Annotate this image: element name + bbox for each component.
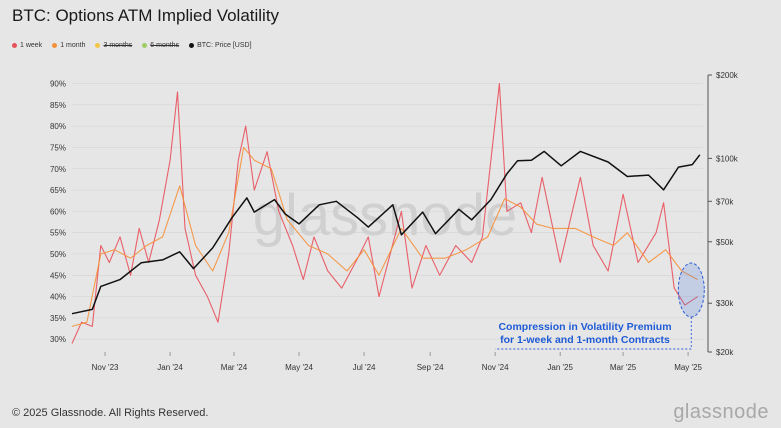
y-tick-label-left: 80% (50, 122, 66, 131)
y-tick-label-left: 45% (50, 271, 66, 280)
series-line-1-month (71, 146, 698, 327)
legend-dot-icon (142, 43, 148, 48)
legend-item-6-months[interactable]: 6 months (142, 42, 179, 49)
legend-label: 1 month (60, 42, 86, 49)
x-tick-label: Jan '25 (547, 363, 573, 372)
legend-item-btc-price[interactable]: BTC: Price [USD] (189, 42, 252, 49)
y-tick-label-left: 55% (50, 229, 66, 238)
legend-dot-icon (52, 43, 58, 48)
watermark: glassnode (253, 183, 517, 248)
x-tick-label: Nov '24 (482, 363, 509, 372)
y-tick-label-right: $100k (716, 154, 739, 163)
y-tick-label-right: $20k (716, 348, 734, 357)
x-tick-label: Jan '24 (157, 363, 183, 372)
y-tick-label-left: 35% (50, 314, 66, 323)
y-tick-label-left: 30% (50, 335, 66, 344)
legend-label: 6 months (150, 42, 180, 49)
legend-dot-icon (12, 43, 17, 48)
y-tick-label-right: $70k (716, 197, 734, 206)
legend-item-1-week[interactable]: 1 week (12, 42, 42, 49)
x-tick-label: Nov '23 (92, 363, 119, 372)
x-tick-label: Mar '25 (610, 363, 637, 372)
annotation-text: for 1-week and 1-month Contracts (500, 334, 670, 346)
y-tick-label-right: $50k (716, 238, 734, 247)
legend-label: 3 months (103, 42, 133, 49)
y-tick-label-left: 70% (50, 165, 66, 174)
y-tick-label-right: $200k (716, 71, 739, 80)
annotation-leader (495, 317, 692, 350)
series-line-1-week (71, 82, 699, 344)
legend-dot-icon (189, 43, 195, 48)
x-tick-label: Jul '24 (353, 363, 376, 372)
y-tick-label-left: 40% (50, 293, 66, 302)
chart-legend: 1 week 1 month 3 months 6 months BTC: Pr… (12, 42, 252, 49)
y-tick-label-left: 90% (50, 80, 66, 89)
legend-item-1-month[interactable]: 1 month (52, 42, 85, 49)
brand-logo: glassnode (673, 401, 769, 423)
annotation-text: Compression in Volatility Premium (498, 321, 671, 333)
legend-label: 1 week (20, 42, 43, 49)
highlight-ellipse (677, 262, 705, 318)
y-tick-label-right: $30k (716, 299, 734, 308)
y-tick-label-left: 65% (50, 186, 66, 195)
copyright-footer: © 2025 Glassnode. All Rights Reserved. (12, 407, 209, 419)
x-tick-label: Sep '24 (417, 363, 444, 372)
legend-item-3-months[interactable]: 3 months (95, 42, 132, 49)
y-tick-label-left: 75% (50, 143, 66, 152)
y-tick-label-left: 50% (50, 250, 66, 259)
legend-dot-icon (95, 43, 101, 48)
y-tick-label-left: 60% (50, 207, 66, 216)
page-title: BTC: Options ATM Implied Volatility (12, 6, 280, 25)
x-tick-label: May '24 (285, 363, 313, 372)
y-tick-label-left: 85% (50, 101, 66, 110)
series-line-btc-price-usd (71, 150, 701, 315)
x-tick-label: Mar '24 (221, 363, 248, 372)
x-tick-label: May '25 (674, 363, 702, 372)
legend-label: BTC: Price [USD] (197, 42, 252, 49)
